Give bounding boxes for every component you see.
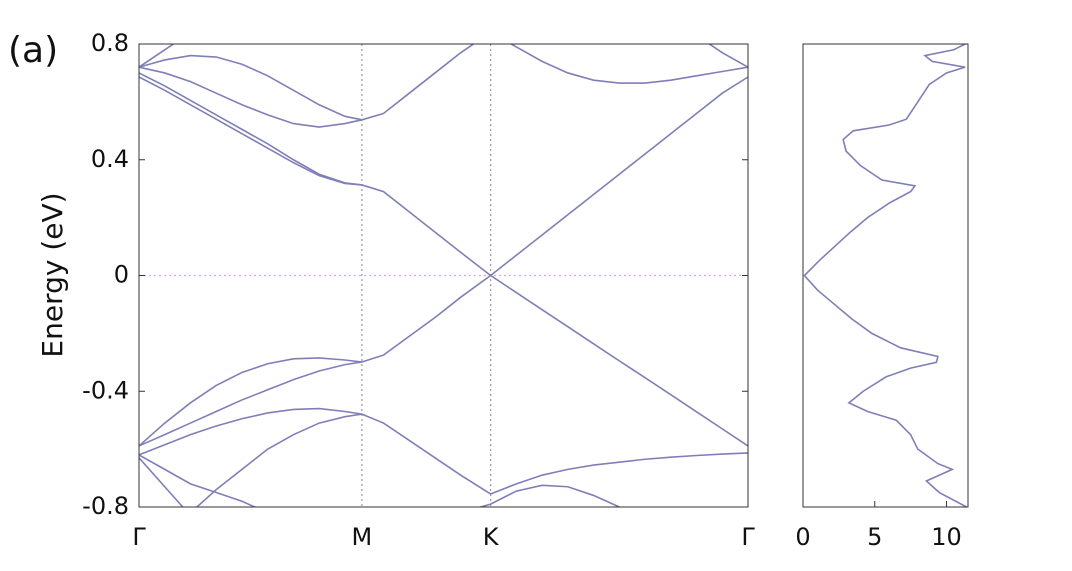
band-line — [139, 76, 748, 277]
y-tick-label: 0.8 — [91, 29, 129, 57]
y-tick-label: 0.4 — [91, 145, 129, 173]
x-tick-label: 5 — [867, 523, 882, 551]
band-line — [139, 44, 175, 68]
plot-area — [139, 44, 748, 507]
band-line — [803, 44, 967, 507]
band-line — [195, 413, 363, 507]
band-line — [139, 357, 363, 447]
plot-area — [803, 44, 967, 507]
y-tick-label: 0 — [114, 261, 129, 289]
y-tick-label: -0.4 — [82, 376, 129, 404]
band-line — [139, 274, 748, 447]
band-line — [139, 44, 748, 128]
y-tick-label: -0.8 — [82, 492, 129, 520]
band-line — [139, 44, 748, 121]
x-tick-label: Γ — [132, 523, 146, 551]
x-tick-label: K — [483, 523, 500, 551]
x-tick-label: M — [352, 523, 373, 551]
y-axis-label: Energy (eV) — [36, 192, 69, 357]
x-tick-label: 10 — [931, 523, 962, 551]
panel-label: (a) — [8, 30, 58, 71]
band-line — [139, 72, 363, 186]
band-line — [477, 484, 621, 507]
x-tick-label: Γ — [741, 523, 755, 551]
band-line — [139, 454, 257, 507]
band-line — [139, 407, 748, 495]
band-line — [139, 457, 184, 507]
x-tick-label: 0 — [795, 523, 810, 551]
frame — [802, 43, 969, 508]
